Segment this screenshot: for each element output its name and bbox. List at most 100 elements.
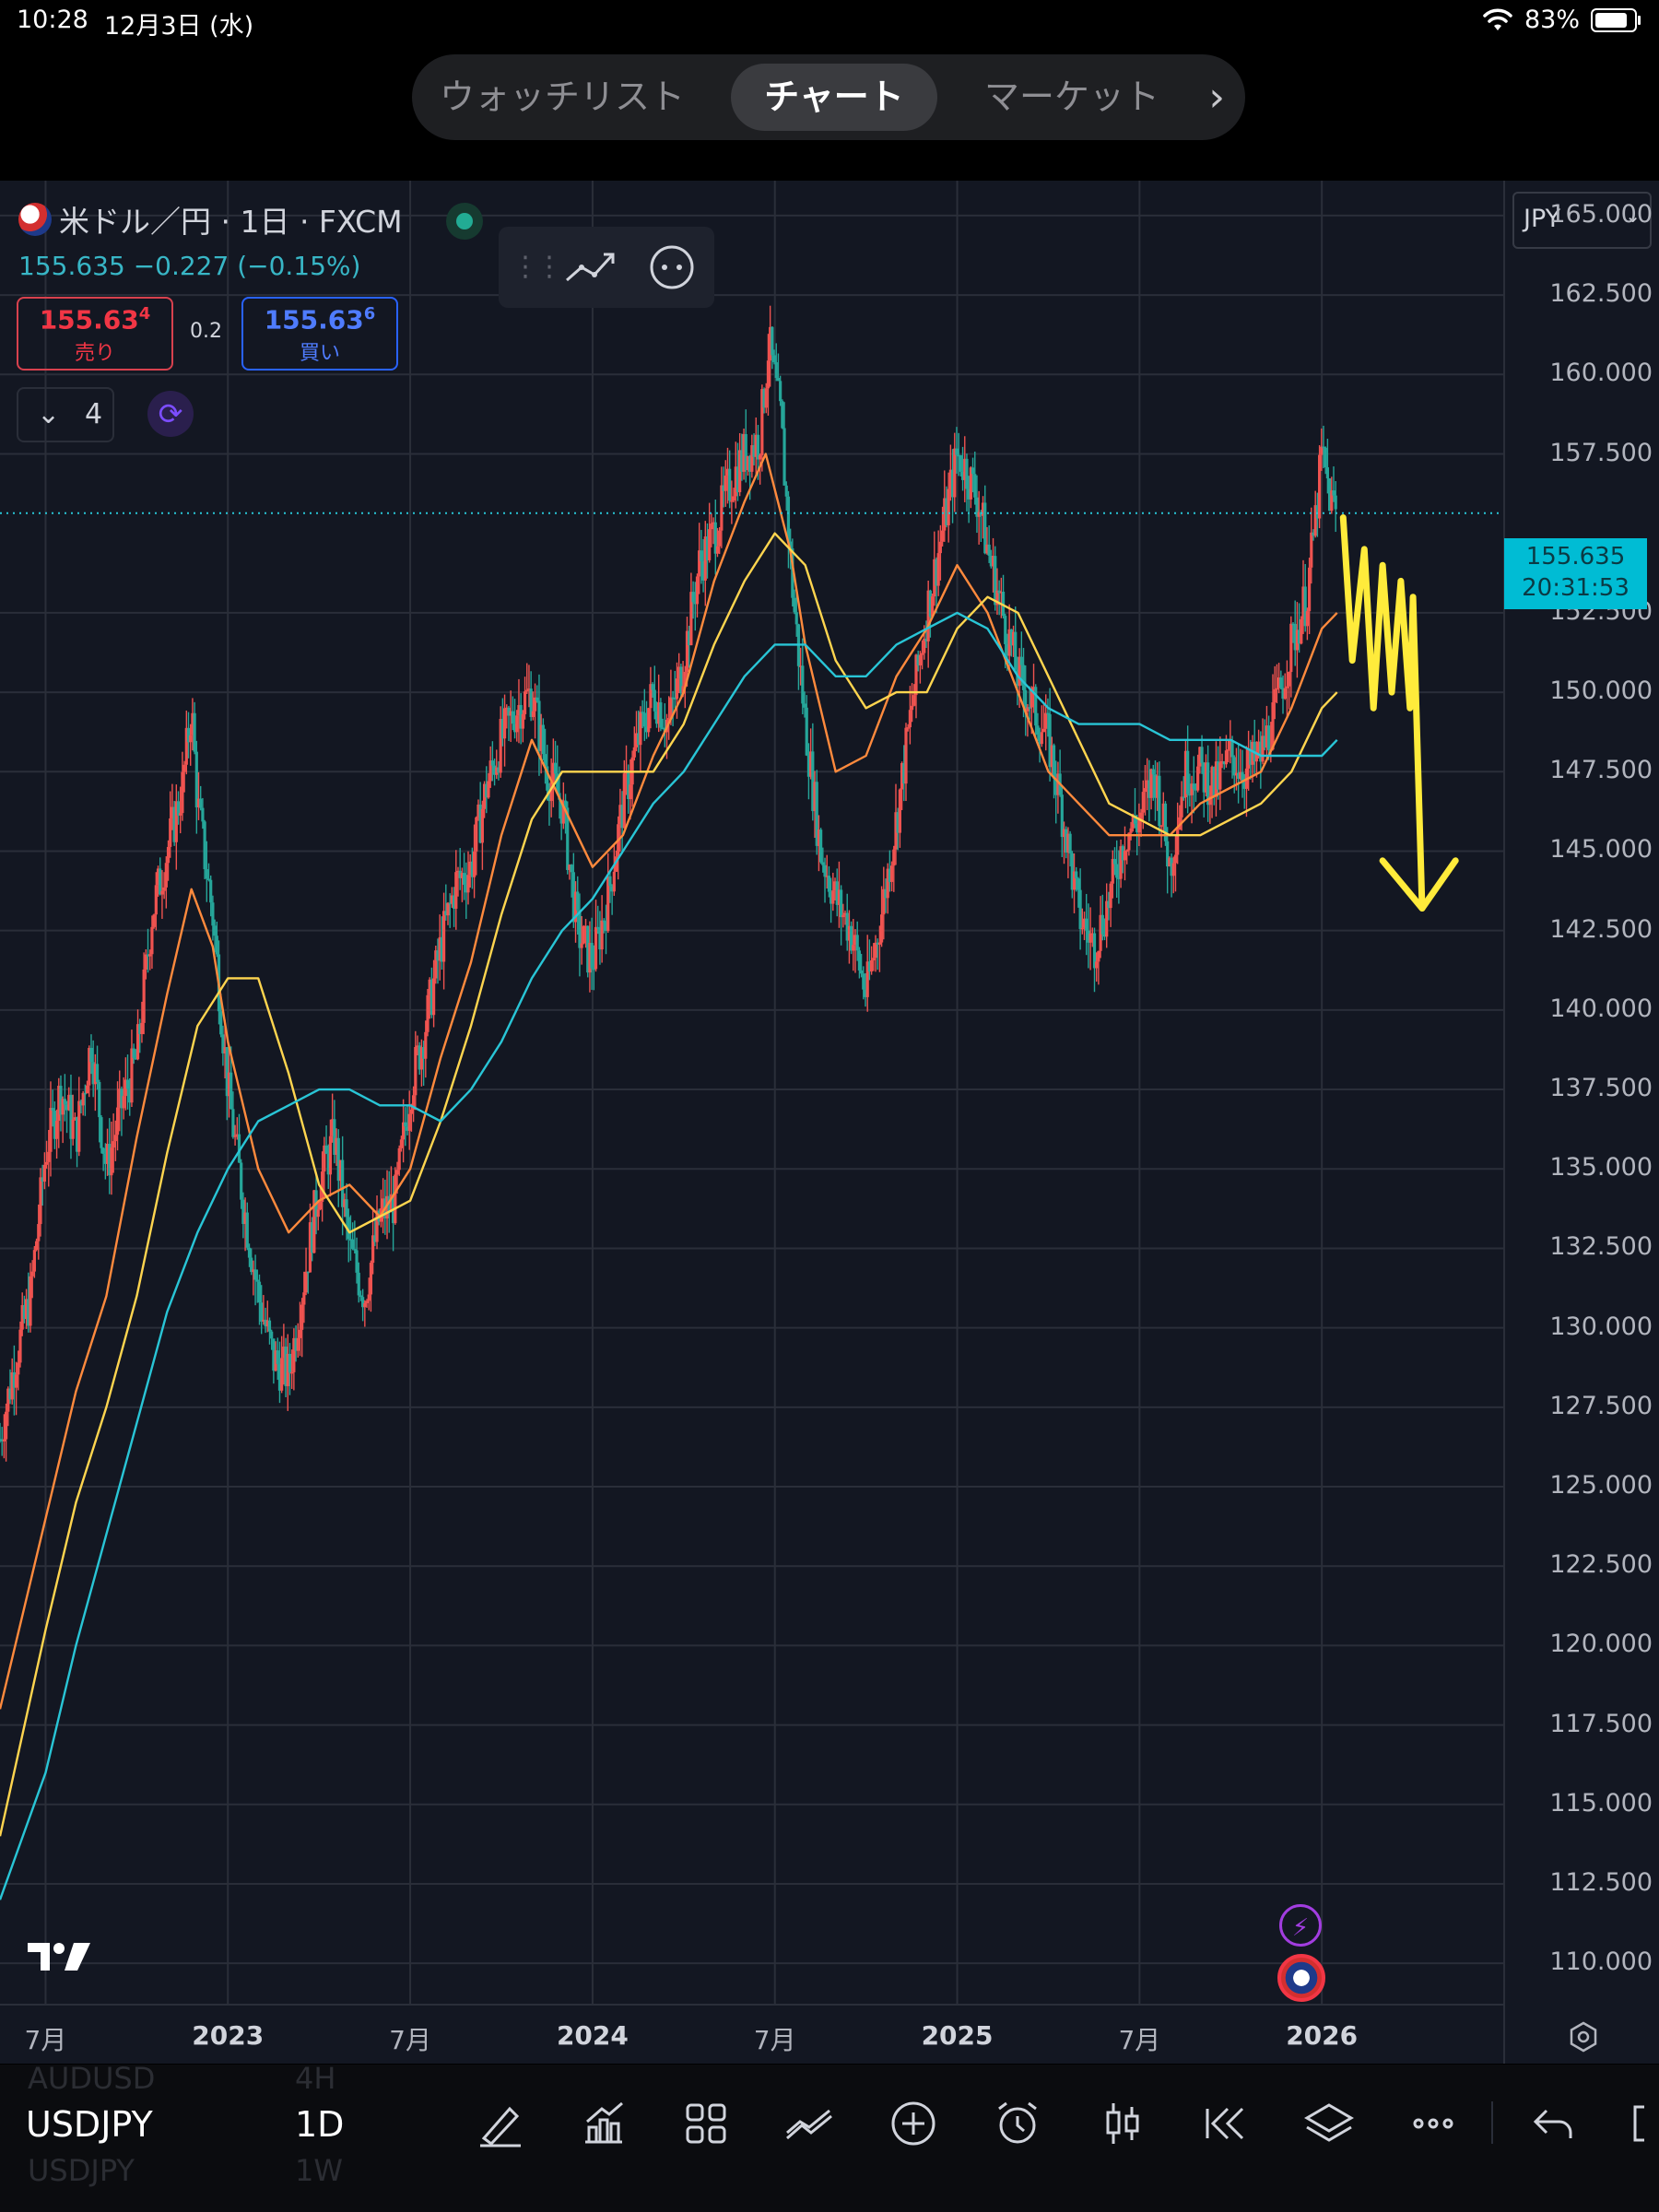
layers-icon[interactable] <box>1303 2098 1355 2149</box>
trend-line-icon[interactable] <box>561 243 620 291</box>
ma-orange <box>0 453 1338 1710</box>
candle-body <box>338 1159 343 1182</box>
candle-body <box>740 450 744 472</box>
candle-body <box>51 1108 54 1112</box>
price-chart[interactable] <box>0 181 1659 2064</box>
indicators-collapse-button[interactable]: ⌄ 4 <box>17 387 114 442</box>
candle-body <box>83 1092 87 1095</box>
symbol-legend[interactable]: 米ドル／円 · 1日 · FXCM <box>18 197 403 241</box>
candle-body <box>333 1119 336 1156</box>
templates-icon[interactable] <box>680 2098 732 2149</box>
candle-body <box>1088 933 1092 943</box>
candle-body <box>235 1134 239 1136</box>
buy-price: 155.63 <box>264 304 364 335</box>
candle-body <box>681 686 685 694</box>
candle-body <box>2 1439 6 1441</box>
candle-body <box>1102 934 1107 937</box>
candle-body <box>920 653 924 655</box>
symbol-picker[interactable]: USDJPY <box>26 2104 153 2145</box>
candle-body <box>120 1088 124 1109</box>
replay-icon[interactable] <box>1200 2098 1252 2149</box>
indicators-icon[interactable] <box>578 2098 629 2149</box>
candle-body <box>793 597 796 613</box>
buy-button[interactable]: 155.636 買い <box>241 297 398 371</box>
candle-body <box>627 771 630 800</box>
candle-body <box>683 671 687 687</box>
candle-body <box>171 806 174 818</box>
candle-body <box>318 1201 323 1210</box>
candle-body <box>422 1047 426 1059</box>
candle-body <box>1327 478 1332 512</box>
bar-style-icon[interactable] <box>1097 2098 1148 2149</box>
candle-body <box>889 865 894 882</box>
more-icon[interactable] <box>1407 2098 1459 2149</box>
chart-area[interactable] <box>0 181 1659 2064</box>
sell-button[interactable]: 155.634 売り <box>17 297 173 371</box>
currency-select[interactable]: JPY ⌄ <box>1512 192 1652 249</box>
candle-body <box>18 1329 22 1363</box>
candle-body <box>394 1174 397 1224</box>
tab-chart[interactable]: チャート <box>731 64 937 131</box>
candle-body <box>634 733 639 747</box>
current-price-value: 155.635 <box>1525 543 1626 571</box>
candle-body <box>1308 567 1312 612</box>
add-icon[interactable] <box>888 2098 939 2149</box>
candle-body <box>1026 707 1030 712</box>
candles <box>0 305 1337 1462</box>
tab-watchlist[interactable]: ウォッチリスト <box>439 76 685 117</box>
candle-body <box>902 762 906 784</box>
price-tick-label: 117.500 <box>1549 1709 1653 1738</box>
candle-body <box>182 764 186 772</box>
candle-body <box>438 936 441 961</box>
candle-body <box>1085 918 1088 931</box>
candle-body <box>264 1319 267 1327</box>
candle-body <box>22 1305 26 1320</box>
candle-body <box>345 1199 348 1218</box>
undo-icon[interactable] <box>1528 2098 1580 2149</box>
candle-body <box>779 381 782 402</box>
candle-body <box>876 942 879 945</box>
drag-handle-icon[interactable]: ⋮⋮ <box>512 251 563 283</box>
candle-body <box>659 702 663 728</box>
candle-body <box>874 942 877 959</box>
axis-settings-icon[interactable] <box>1567 2020 1600 2053</box>
candle-body <box>302 1292 306 1305</box>
candle-body <box>1301 586 1305 619</box>
tab-market[interactable]: マーケット <box>983 76 1159 117</box>
sell-label: 売り <box>74 342 115 366</box>
candle-body <box>1036 725 1040 735</box>
candle-body <box>791 548 794 598</box>
candle-body <box>647 708 651 733</box>
candle-body <box>989 555 993 567</box>
candle-body <box>667 718 671 720</box>
candle-body <box>571 872 575 923</box>
candle-body <box>44 1161 49 1165</box>
candle-body <box>1161 803 1165 826</box>
candle-body <box>1009 629 1013 646</box>
candle-body <box>908 710 912 728</box>
candle-body <box>590 943 594 969</box>
sync-icon[interactable]: ⟳ <box>147 391 194 437</box>
market-open-dot[interactable] <box>446 203 483 240</box>
candle-body <box>1325 466 1329 479</box>
magnet-icon[interactable] <box>646 241 698 293</box>
candle-body <box>67 1094 71 1111</box>
candle-body <box>608 876 612 887</box>
timeframe-picker[interactable]: 1D <box>295 2104 345 2145</box>
alert-icon[interactable] <box>992 2098 1043 2149</box>
compare-icon[interactable] <box>783 2098 835 2149</box>
draw-icon[interactable] <box>475 2098 526 2149</box>
candle-body <box>811 751 815 812</box>
candle-body <box>750 445 754 472</box>
candle-body <box>1242 782 1246 789</box>
candle-body <box>573 891 578 923</box>
candle-body <box>823 865 827 877</box>
candle-body <box>184 727 188 765</box>
candle-body <box>343 1199 347 1207</box>
fullscreen-icon[interactable] <box>1626 2098 1659 2149</box>
candle-body <box>29 1276 32 1326</box>
economic-event-flag-icon[interactable] <box>1277 1954 1325 2002</box>
chevron-right-icon[interactable]: › <box>1208 74 1225 121</box>
candle-body <box>509 711 512 716</box>
events-bolt-icon[interactable]: ⚡ <box>1279 1904 1322 1947</box>
